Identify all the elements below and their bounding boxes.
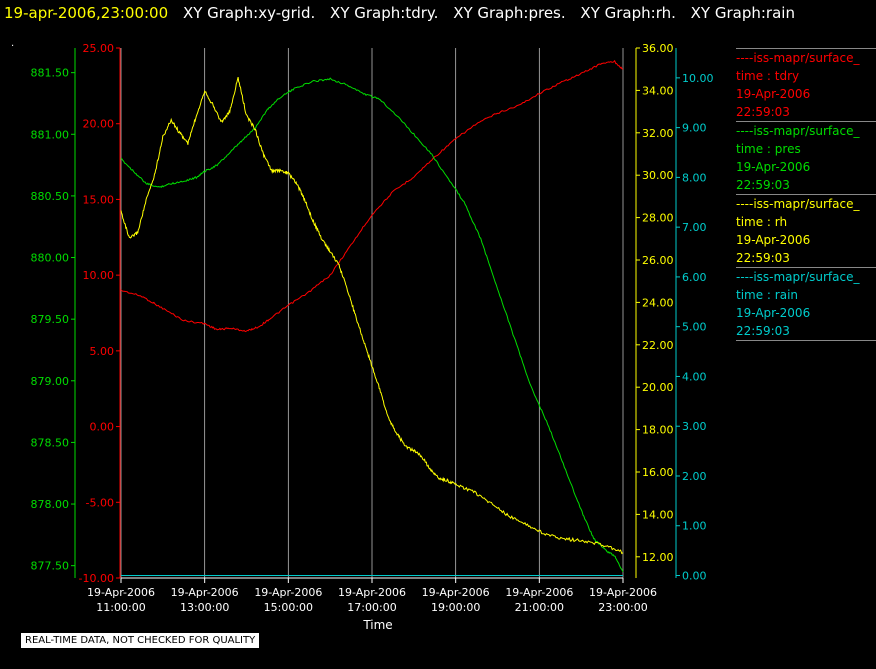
x-tick-label-date: 19-Apr-2006	[338, 586, 406, 599]
graph-title-xy-grid: XY Graph:xy-grid.	[182, 4, 316, 22]
series-lines	[120, 59, 624, 576]
y-tick-label-rain: 6.00	[682, 271, 707, 284]
y-tick-label-tdry: 15.00	[83, 193, 115, 206]
y-tick-label-pres: 881.00	[31, 128, 70, 141]
legend-time: 22:59:03	[736, 178, 790, 192]
y-tick-label-pres: 878.50	[31, 436, 70, 449]
legend-series-label: ----iss-mapr/surface_	[736, 270, 860, 284]
series-line-rh	[120, 76, 624, 555]
legend-series-label: ----iss-mapr/surface_	[736, 124, 860, 138]
x-axis-ticks: 19-Apr-2006 11:00:00 19-Apr-2006 13:00:00 19…	[87, 578, 657, 614]
series-line-pres	[120, 77, 624, 573]
y-tick-label-rh: 28.00	[642, 212, 674, 225]
y-tick-label-rh: 24.00	[642, 296, 674, 309]
series-line-tdry	[120, 59, 624, 333]
y-tick-label-tdry: -5.00	[86, 496, 114, 509]
legend-time: 22:59:03	[736, 105, 790, 119]
y-tick-label-rh: 32.00	[642, 127, 674, 140]
graph-title-rain: XY Graph:rain	[690, 4, 795, 22]
legend-entry-pres: ----iss-mapr/surface_ time : pres 19-Apr…	[736, 121, 876, 194]
y-tick-label-tdry: 5.00	[90, 345, 115, 358]
y-tick-label-rain: 7.00	[682, 221, 707, 234]
header-timestamp: 19-apr-2006,23:00:00	[4, 4, 169, 22]
legend-date: 19-Apr-2006	[736, 306, 811, 320]
y-tick-label-rh: 12.00	[642, 551, 674, 564]
y-tick-label-rain: 8.00	[682, 171, 707, 184]
x-tick-label-date: 19-Apr-2006	[589, 586, 657, 599]
y-tick-label-rh: 22.00	[642, 339, 674, 352]
y-tick-label-rain: 2.00	[682, 470, 707, 483]
legend-entry-tdry: ----iss-mapr/surface_ time : tdry 19-Apr…	[736, 48, 876, 121]
y-tick-label-rh: 14.00	[642, 508, 674, 521]
x-tick-label-date: 19-Apr-2006	[422, 586, 490, 599]
x-tick-label-date: 19-Apr-2006	[254, 586, 322, 599]
x-tick-label-time: 11:00:00	[96, 601, 145, 614]
y-tick-label-pres: 880.50	[31, 190, 70, 203]
y-tick-label-rain: 4.00	[682, 370, 707, 383]
legend-var: time : rh	[736, 215, 788, 229]
legend-var: time : tdry	[736, 69, 800, 83]
x-tick-label-date: 19-Apr-2006	[171, 586, 239, 599]
x-tick-label-date: 19-Apr-2006	[505, 586, 573, 599]
legend-date: 19-Apr-2006	[736, 87, 811, 101]
x-tick-label-time: 15:00:00	[264, 601, 313, 614]
legend-var: time : pres	[736, 142, 801, 156]
y-tick-label-pres: 881.50	[31, 67, 70, 80]
marker-dot: .	[11, 38, 15, 49]
x-tick-label-date: 19-Apr-2006	[87, 586, 155, 599]
x-tick-label-time: 13:00:00	[180, 601, 229, 614]
legend-series-label: ----iss-mapr/surface_	[736, 51, 860, 65]
y-tick-label-pres: 879.00	[31, 375, 70, 388]
x-tick-label-time: 21:00:00	[515, 601, 564, 614]
y-tick-label-rain: 0.00	[682, 570, 707, 583]
legend-series-label: ----iss-mapr/surface_	[736, 197, 860, 211]
legend-entry-rh: ----iss-mapr/surface_ time : rh 19-Apr-2…	[736, 194, 876, 267]
y-tick-label-rh: 36.00	[642, 42, 674, 55]
y-tick-label-rh: 20.00	[642, 381, 674, 394]
y-tick-label-pres: 877.50	[31, 560, 70, 573]
y-tick-label-tdry: -10.00	[79, 572, 114, 585]
legend-time: 22:59:03	[736, 251, 790, 265]
chart-header: 19-apr-2006,23:00:00 XY Graph:xy-grid. X…	[0, 0, 876, 28]
y-tick-label-rain: 3.00	[682, 420, 707, 433]
legend-time: 22:59:03	[736, 324, 790, 338]
chart-axes: 877.50 878.00 878.50 879.00 879.50 880.00 880.…	[31, 42, 714, 585]
graph-title-tdry: XY Graph:tdry.	[330, 4, 439, 22]
x-axis-label: Time	[362, 618, 392, 632]
x-tick-label-time: 23:00:00	[598, 601, 647, 614]
y-tick-label-rh: 16.00	[642, 466, 674, 479]
y-tick-label-rain: 10.00	[682, 72, 714, 85]
legend-entry-rain: ----iss-mapr/surface_ time : rain 19-Apr…	[736, 267, 876, 341]
y-tick-label-rain: 1.00	[682, 520, 707, 533]
y-tick-label-pres: 878.00	[31, 498, 70, 511]
y-tick-label-rain: 9.00	[682, 122, 707, 135]
y-tick-label-rh: 30.00	[642, 169, 674, 182]
y-tick-label-tdry: 0.00	[90, 421, 115, 434]
y-tick-label-rh: 26.00	[642, 254, 674, 267]
y-tick-label-rh: 18.00	[642, 424, 674, 437]
y-tick-label-tdry: 10.00	[83, 269, 115, 282]
legend-var: time : rain	[736, 288, 799, 302]
x-tick-label-time: 19:00:00	[431, 601, 480, 614]
graph-title-rh: XY Graph:rh.	[580, 4, 676, 22]
x-tick-label-time: 17:00:00	[347, 601, 396, 614]
y-tick-label-pres: 880.00	[31, 252, 70, 265]
legend-date: 19-Apr-2006	[736, 233, 811, 247]
quality-note: REAL-TIME DATA, NOT CHECKED FOR QUALITY	[20, 632, 261, 649]
grid-lines	[120, 48, 624, 579]
y-tick-label-rain: 5.00	[682, 321, 707, 334]
graph-title-pres: XY Graph:pres.	[453, 4, 566, 22]
y-tick-label-tdry: 25.00	[83, 42, 115, 55]
y-tick-label-pres: 879.50	[31, 313, 70, 326]
legend: ----iss-mapr/surface_ time : tdry 19-Apr…	[736, 48, 876, 341]
y-tick-label-rh: 34.00	[642, 84, 674, 97]
y-tick-label-tdry: 20.00	[83, 118, 115, 131]
legend-date: 19-Apr-2006	[736, 160, 811, 174]
